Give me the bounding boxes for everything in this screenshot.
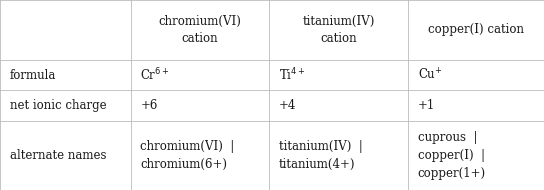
Text: copper(I) cation: copper(I) cation (428, 23, 524, 36)
Text: chromium(VI)
cation: chromium(VI) cation (158, 15, 242, 45)
Text: formula: formula (10, 69, 56, 82)
Text: Ti$^{4+}$: Ti$^{4+}$ (279, 67, 306, 83)
Text: titanium(IV)  |
titanium(4+): titanium(IV) | titanium(4+) (279, 140, 363, 171)
Text: +6: +6 (140, 99, 158, 112)
Text: Cu$^{+}$: Cu$^{+}$ (418, 67, 442, 83)
Text: titanium(IV)
cation: titanium(IV) cation (302, 15, 375, 45)
Text: +1: +1 (418, 99, 435, 112)
Text: cuprous  |
copper(I)  |
copper(1+): cuprous | copper(I) | copper(1+) (418, 131, 486, 180)
Text: +4: +4 (279, 99, 296, 112)
Text: chromium(VI)  |
chromium(6+): chromium(VI) | chromium(6+) (140, 140, 234, 171)
Text: Cr$^{6+}$: Cr$^{6+}$ (140, 67, 170, 83)
Text: net ionic charge: net ionic charge (10, 99, 107, 112)
Text: alternate names: alternate names (10, 149, 106, 162)
